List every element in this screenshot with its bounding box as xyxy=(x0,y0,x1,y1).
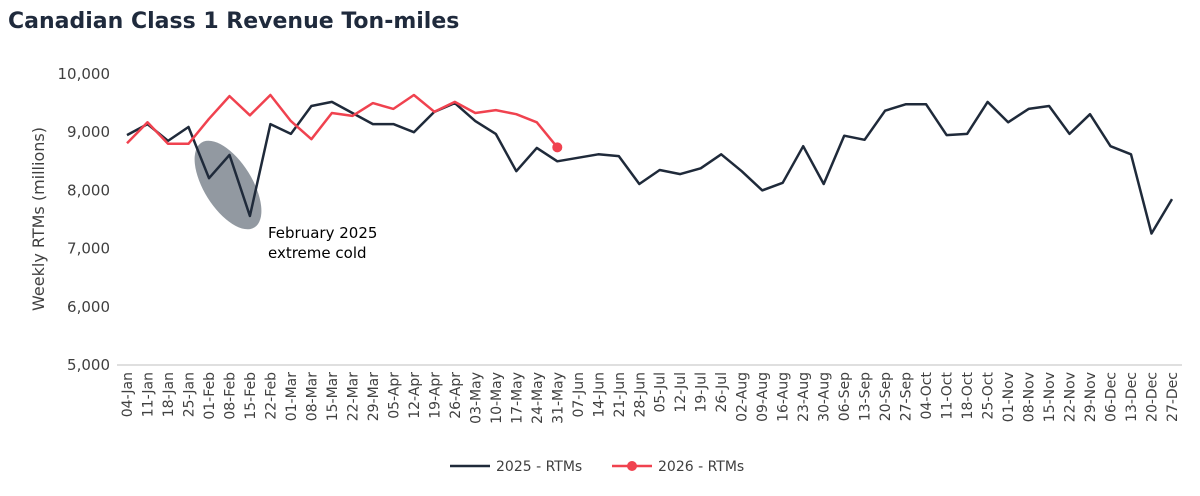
x-tick-label: 11-Jan xyxy=(140,372,156,417)
x-tick-label: 07-Jun xyxy=(571,372,587,418)
x-tick-label: 03-May xyxy=(468,372,484,424)
y-axis-label: Weekly RTMs (millions) xyxy=(29,127,48,311)
x-tick-label: 12-Jul xyxy=(673,372,689,413)
x-tick-label: 31-May xyxy=(550,372,566,424)
legend-label: 2026 - RTMs xyxy=(658,459,744,475)
x-tick-label: 25-Jan xyxy=(181,372,197,417)
x-tick-label: 25-Oct xyxy=(981,371,997,419)
x-tick-label: 10-May xyxy=(489,372,505,424)
x-tick-label: 15-Nov xyxy=(1042,372,1058,422)
y-tick-label: 5,000 xyxy=(67,356,110,374)
x-tick-label: 27-Sep xyxy=(899,372,915,421)
x-tick-label: 06-Sep xyxy=(837,372,853,421)
x-tick-label: 19-Jul xyxy=(694,372,710,413)
y-tick-label: 10,000 xyxy=(58,65,111,83)
x-tick-label: 22-Nov xyxy=(1063,372,1079,422)
x-tick-label: 04-Jan xyxy=(120,372,136,417)
y-tick-label: 8,000 xyxy=(67,181,110,199)
legend-label: 2025 - RTMs xyxy=(496,459,582,475)
x-tick-label: 11-Oct xyxy=(940,371,956,419)
x-tick-label: 29-Mar xyxy=(366,372,382,422)
chart-title: Canadian Class 1 Revenue Ton-miles xyxy=(8,9,459,34)
x-tick-label: 08-Mar xyxy=(304,372,320,422)
y-tick-label: 6,000 xyxy=(67,298,110,316)
x-tick-label: 26-Jul xyxy=(714,372,730,413)
x-tick-label: 27-Dec xyxy=(1165,372,1181,422)
x-tick-label: 08-Nov xyxy=(1022,372,1038,422)
x-tick-label: 18-Jan xyxy=(161,372,177,417)
x-tick-label: 28-Jun xyxy=(632,372,648,418)
end-marker xyxy=(552,142,563,153)
highlight-ellipse xyxy=(194,140,262,230)
x-tick-label: 06-Dec xyxy=(1104,372,1120,422)
x-tick-label: 01-Mar xyxy=(284,372,300,422)
x-tick-label: 22-Mar xyxy=(345,372,361,422)
x-tick-label: 14-Jun xyxy=(591,372,607,418)
legend-marker xyxy=(627,461,637,471)
x-tick-label: 13-Dec xyxy=(1124,372,1140,422)
x-tick-label: 09-Aug xyxy=(755,372,771,422)
x-tick-label: 26-Apr xyxy=(448,372,464,419)
x-tick-label: 08-Feb xyxy=(222,372,238,420)
series-line xyxy=(126,93,559,149)
x-tick-label: 13-Sep xyxy=(858,372,874,421)
x-tick-label: 01-Nov xyxy=(1001,372,1017,422)
x-tick-label: 01-Feb xyxy=(202,372,218,420)
x-tick-label: 04-Oct xyxy=(919,371,935,419)
x-tick-label: 15-Feb xyxy=(243,372,259,420)
x-tick-label: 12-Apr xyxy=(407,372,423,419)
x-tick-label: 05-Jul xyxy=(653,372,669,413)
x-tick-label: 21-Jun xyxy=(612,372,628,418)
x-tick-label: 22-Feb xyxy=(263,372,279,420)
x-tick-label: 17-May xyxy=(509,372,525,424)
annotation: extreme cold xyxy=(268,244,367,262)
x-tick-label: 15-Mar xyxy=(325,372,341,422)
y-tick-label: 7,000 xyxy=(67,240,110,258)
x-tick-label: 18-Oct xyxy=(960,371,976,419)
x-tick-label: 23-Aug xyxy=(796,372,812,422)
x-tick-label: 02-Aug xyxy=(735,372,751,422)
x-tick-label: 19-Apr xyxy=(427,372,443,419)
x-tick-label: 16-Aug xyxy=(776,372,792,422)
x-tick-label: 24-May xyxy=(530,372,546,424)
x-tick-label: 29-Nov xyxy=(1083,372,1099,422)
x-tick-label: 20-Dec xyxy=(1145,372,1161,422)
x-tick-label: 30-Aug xyxy=(817,372,833,422)
y-tick-label: 9,000 xyxy=(67,123,110,141)
x-tick-label: 20-Sep xyxy=(878,372,894,421)
series-line xyxy=(126,100,1174,235)
annotation: February 2025 xyxy=(268,224,377,242)
x-tick-label: 05-Apr xyxy=(386,372,402,419)
